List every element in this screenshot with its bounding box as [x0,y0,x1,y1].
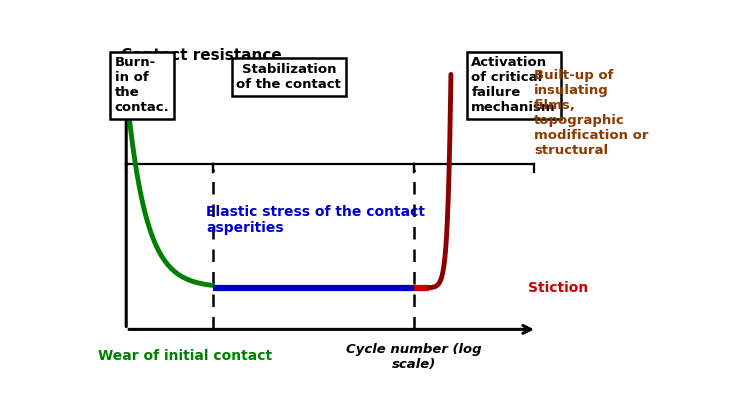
Text: Burn-
in of
the
contac.: Burn- in of the contac. [115,56,169,114]
Text: Built-up of
insulating
films,
topographic
modification or
structural: Built-up of insulating films, topographi… [534,69,648,157]
Text: Activation
of critical
failure
mechanism: Activation of critical failure mechanism [471,56,556,114]
Text: Contact resistance: Contact resistance [121,48,281,63]
Text: Stiction: Stiction [528,281,589,295]
Text: Stabilization
of the contact: Stabilization of the contact [236,63,342,91]
Text: Wear of initial contact: Wear of initial contact [98,349,272,363]
Text: Elastic stress of the contact
asperities: Elastic stress of the contact asperities [206,205,425,235]
Text: Cycle number (log
scale): Cycle number (log scale) [347,343,482,371]
